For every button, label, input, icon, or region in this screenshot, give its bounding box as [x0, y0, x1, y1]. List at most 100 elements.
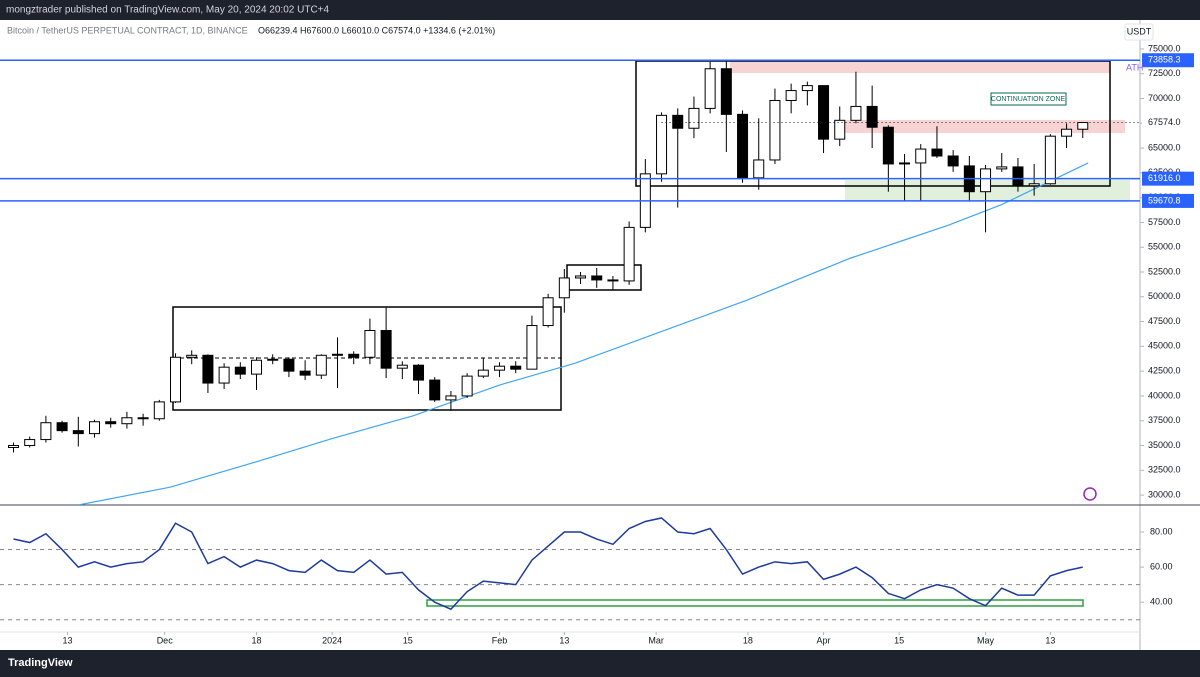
candle-body — [996, 166, 1008, 170]
candle-body — [445, 395, 457, 401]
candle-body — [704, 68, 716, 109]
candle-body — [267, 358, 279, 361]
candle-body — [656, 114, 668, 175]
rsi-pane — [0, 517, 1140, 621]
rsi-zone — [426, 599, 1084, 607]
x-tick-label: 13 — [559, 635, 569, 645]
annotation: CONTINUATION ZONE — [991, 96, 1065, 103]
y-tick-label: 80.00 — [1150, 526, 1173, 536]
candle-body — [89, 421, 101, 435]
range-box — [635, 60, 1111, 187]
x-tick-label: 2024 — [322, 635, 342, 645]
price-label-box — [1142, 193, 1194, 208]
candle-body — [477, 369, 489, 377]
y-tick-label: 47500.0 — [1148, 316, 1181, 326]
pink-zone — [730, 61, 1110, 73]
candle-body — [607, 279, 619, 282]
candle-body — [396, 364, 408, 369]
candle-body — [931, 148, 943, 157]
published-line: mongztrader published on TradingView.com… — [6, 5, 330, 16]
price-label: 61916.0 — [1148, 173, 1181, 183]
moving-average — [78, 162, 1089, 505]
candle-body — [591, 275, 603, 281]
price-label-box — [1142, 115, 1194, 130]
x-tick-label: 18 — [252, 635, 262, 645]
y-tick-label: 45000.0 — [1148, 341, 1181, 351]
y-tick-label: 55000.0 — [1148, 242, 1181, 252]
candle-body — [24, 439, 36, 447]
candle-body — [332, 353, 344, 356]
brand: TradingView — [8, 657, 73, 669]
candle-body — [899, 162, 911, 165]
pink-zone — [845, 120, 1125, 133]
candle-body — [753, 159, 765, 179]
bottom-bar — [0, 650, 1200, 677]
candle-body — [834, 119, 846, 140]
candle-body — [785, 90, 797, 101]
marks: 30000.0 32500.0 35000.0 37500.0 40000.0 42500… — [0, 43, 1194, 645]
x-tick-label: 13 — [1045, 635, 1055, 645]
candle-body — [137, 417, 149, 420]
candle-body — [8, 445, 20, 448]
candle-body — [818, 85, 830, 140]
candle-body — [380, 330, 392, 369]
x-tick-label: Mar — [648, 635, 664, 645]
candle-body — [947, 155, 959, 167]
candle-body — [801, 85, 813, 92]
candle-body — [413, 364, 425, 381]
price-label-box — [1142, 171, 1194, 186]
price-label: 73858.3 — [1148, 55, 1181, 65]
candle-body — [558, 277, 570, 299]
y-tick-label: 75000.0 — [1148, 43, 1181, 53]
candle-body — [348, 353, 360, 358]
candle-body — [915, 148, 927, 164]
y-tick-label: 42500.0 — [1148, 366, 1181, 376]
candle-body — [980, 168, 992, 193]
drawings — [172, 60, 1130, 607]
y-tick-label: 65000.0 — [1148, 142, 1181, 152]
annotation: ATH — [1126, 62, 1143, 72]
candle-body — [850, 105, 862, 121]
candle-body — [170, 356, 182, 403]
y-tick-label: 72500.0 — [1148, 68, 1181, 78]
candle-body — [1044, 135, 1056, 185]
price-label-box — [1142, 53, 1194, 68]
y-tick-label: 30000.0 — [1148, 489, 1181, 499]
candle-body — [672, 114, 684, 129]
x-tick-label: Apr — [817, 635, 831, 645]
y-tick-label: 32500.0 — [1148, 465, 1181, 475]
candle-body — [56, 422, 68, 432]
rsi-line — [13, 517, 1083, 611]
candle-body — [105, 421, 117, 425]
candle-body — [364, 330, 376, 358]
candle-body — [315, 354, 327, 376]
candle-body — [623, 226, 635, 282]
candle-body — [461, 375, 473, 397]
candle-body — [526, 325, 538, 370]
candle-body — [153, 401, 165, 420]
candle-body — [542, 297, 554, 327]
y-tick-label: 35000.0 — [1148, 440, 1181, 450]
y-tick-label: 37500.0 — [1148, 415, 1181, 425]
candle-body — [283, 358, 295, 372]
candle-body — [510, 365, 522, 370]
candle-body — [688, 107, 700, 129]
alert-icon — [1083, 487, 1097, 501]
y-tick-label: 50000.0 — [1148, 291, 1181, 301]
y-tick-label: 52500.0 — [1148, 266, 1181, 276]
candle-body — [882, 126, 894, 165]
candle-body — [72, 430, 84, 435]
candle-body — [186, 354, 198, 358]
x-tick-label: Feb — [492, 635, 508, 645]
y-tick-label: 57500.0 — [1148, 217, 1181, 227]
y-tick-label: 60.00 — [1150, 561, 1173, 571]
candle-body — [251, 359, 263, 375]
candle-body — [234, 366, 246, 375]
top-bar — [0, 0, 1200, 20]
candle-body — [494, 365, 506, 371]
candle-body — [429, 379, 441, 401]
y-tick-label: 40.00 — [1150, 597, 1173, 607]
x-tick-label: 15 — [403, 635, 413, 645]
